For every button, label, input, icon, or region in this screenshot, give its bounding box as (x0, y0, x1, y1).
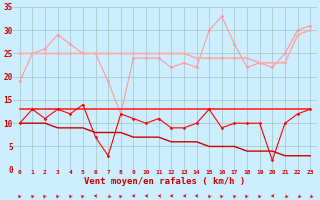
Text: ➤: ➤ (131, 191, 136, 196)
Text: ➤: ➤ (294, 191, 301, 198)
Text: ➤: ➤ (117, 191, 124, 198)
Text: ➤: ➤ (231, 191, 238, 198)
Text: ➤: ➤ (219, 191, 225, 198)
Text: ➤: ➤ (206, 191, 212, 198)
Text: ➤: ➤ (169, 191, 173, 196)
Text: ➤: ➤ (244, 191, 251, 198)
Text: ➤: ➤ (42, 191, 48, 198)
Text: ➤: ➤ (194, 191, 199, 196)
Text: ➤: ➤ (67, 191, 74, 198)
Text: ➤: ➤ (16, 191, 23, 198)
Text: ➤: ➤ (29, 191, 36, 198)
Text: ➤: ➤ (93, 191, 98, 196)
Text: ➤: ➤ (156, 191, 161, 196)
Text: ➤: ➤ (307, 191, 314, 198)
Text: ➤: ➤ (144, 191, 148, 196)
Text: ➤: ➤ (79, 191, 86, 198)
Text: ➤: ➤ (105, 191, 112, 198)
Text: ➤: ➤ (54, 191, 61, 198)
Text: ➤: ➤ (270, 191, 275, 196)
Text: ➤: ➤ (282, 191, 288, 198)
Text: ➤: ➤ (182, 191, 186, 196)
X-axis label: Vent moyen/en rafales ( km/h ): Vent moyen/en rafales ( km/h ) (84, 177, 245, 186)
Text: ➤: ➤ (256, 191, 263, 198)
